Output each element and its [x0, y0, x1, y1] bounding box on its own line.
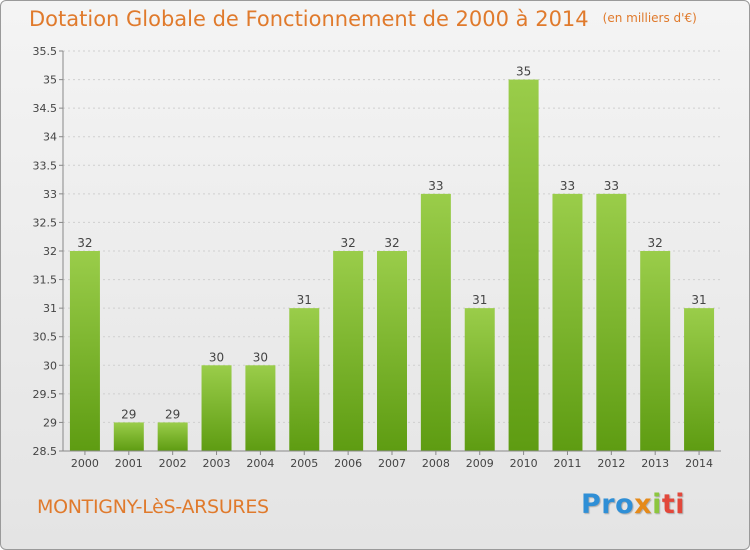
x-tick-label: 2011: [553, 457, 581, 470]
chart-title: Dotation Globale de Fonctionnement de 20…: [29, 7, 697, 31]
chart-title-text: Dotation Globale de Fonctionnement de 20…: [29, 7, 589, 31]
x-tick-label: 2000: [71, 457, 99, 470]
chart-unit: (en milliers d'€): [602, 11, 697, 25]
y-tick-label: 34.5: [33, 102, 58, 115]
y-tick-label: 34: [43, 131, 57, 144]
x-tick-label: 2013: [641, 457, 669, 470]
y-axis: 28.5 29 29.5 30 30.5 31 31.5 32 32.5 33 33.5 34 34.5…: [33, 45, 64, 458]
y-tick-label: 31.5: [33, 274, 58, 287]
x-tick-label: 2004: [246, 457, 274, 470]
x-tick-label: 2003: [203, 457, 231, 470]
bar-2000: [69, 251, 100, 451]
bar-2005: [289, 308, 320, 451]
data-label: 32: [648, 236, 663, 250]
bar-2013: [640, 251, 671, 451]
y-tick-label: 31: [43, 302, 57, 315]
bar-2012: [596, 193, 627, 451]
data-label: 31: [472, 293, 487, 307]
x-tick-label: 2009: [466, 457, 494, 470]
x-axis: 2000 2001 2002 2003 2004 2005 2006 2007 2008 2009…: [63, 450, 721, 470]
bar-2004: [245, 365, 276, 451]
bar-2009: [464, 308, 495, 451]
bar-2010: [508, 79, 539, 452]
y-tick-label: 35.5: [33, 45, 58, 58]
logo-part-2: x: [634, 489, 653, 520]
bar-2011: [552, 193, 583, 451]
x-tick-label: 2005: [290, 457, 318, 470]
x-tick-label: 2008: [422, 457, 450, 470]
data-label: 32: [384, 236, 399, 250]
y-tick-label: 33: [43, 188, 57, 201]
data-label: 30: [253, 350, 268, 364]
bar-2007: [377, 251, 407, 451]
data-label: 32: [340, 236, 355, 250]
logo-part-4: ti: [661, 489, 686, 520]
proxiti-logo[interactable]: Proxiti: [581, 489, 685, 520]
bars: 32 29 29 30 30 31 32 32 33 31 35 33 33 32 31: [69, 65, 715, 452]
commune-name: MONTIGNY-LèS-ARSURES: [37, 496, 269, 518]
data-label: 30: [209, 350, 224, 364]
y-tick-label: 32: [43, 245, 57, 258]
data-label: 31: [297, 293, 312, 307]
y-tick-label: 32.5: [33, 216, 58, 229]
data-label: 33: [560, 179, 575, 193]
y-tick-label: 30.5: [33, 331, 58, 344]
bar-2014: [684, 308, 715, 451]
data-label: 29: [165, 407, 180, 421]
bar-2008: [420, 193, 451, 451]
logo-part-3: i: [652, 489, 662, 520]
y-tick-label: 35: [43, 74, 57, 87]
y-tick-label: 29: [43, 416, 57, 429]
data-label: 33: [604, 179, 619, 193]
x-tick-label: 2006: [334, 457, 362, 470]
data-label: 32: [77, 236, 92, 250]
bar-2006: [333, 251, 364, 451]
y-tick-label: 28.5: [33, 445, 58, 458]
x-tick-label: 2014: [685, 457, 713, 470]
x-tick-label: 2001: [115, 457, 143, 470]
data-label: 33: [428, 179, 443, 193]
bar-2002: [157, 422, 188, 451]
bar-2003: [201, 365, 232, 451]
bar-2001: [113, 422, 144, 451]
x-tick-label: 2012: [597, 457, 625, 470]
data-label: 31: [691, 293, 706, 307]
y-tick-label: 30: [43, 359, 57, 372]
x-tick-label: 2002: [159, 457, 187, 470]
y-tick-label: 33.5: [33, 159, 58, 172]
data-label: 29: [121, 407, 136, 421]
x-tick-label: 2010: [510, 457, 538, 470]
y-tick-label: 29.5: [33, 388, 58, 401]
data-label: 35: [516, 65, 531, 79]
x-tick-label: 2007: [378, 457, 406, 470]
logo-part-1: Pro: [581, 489, 635, 520]
